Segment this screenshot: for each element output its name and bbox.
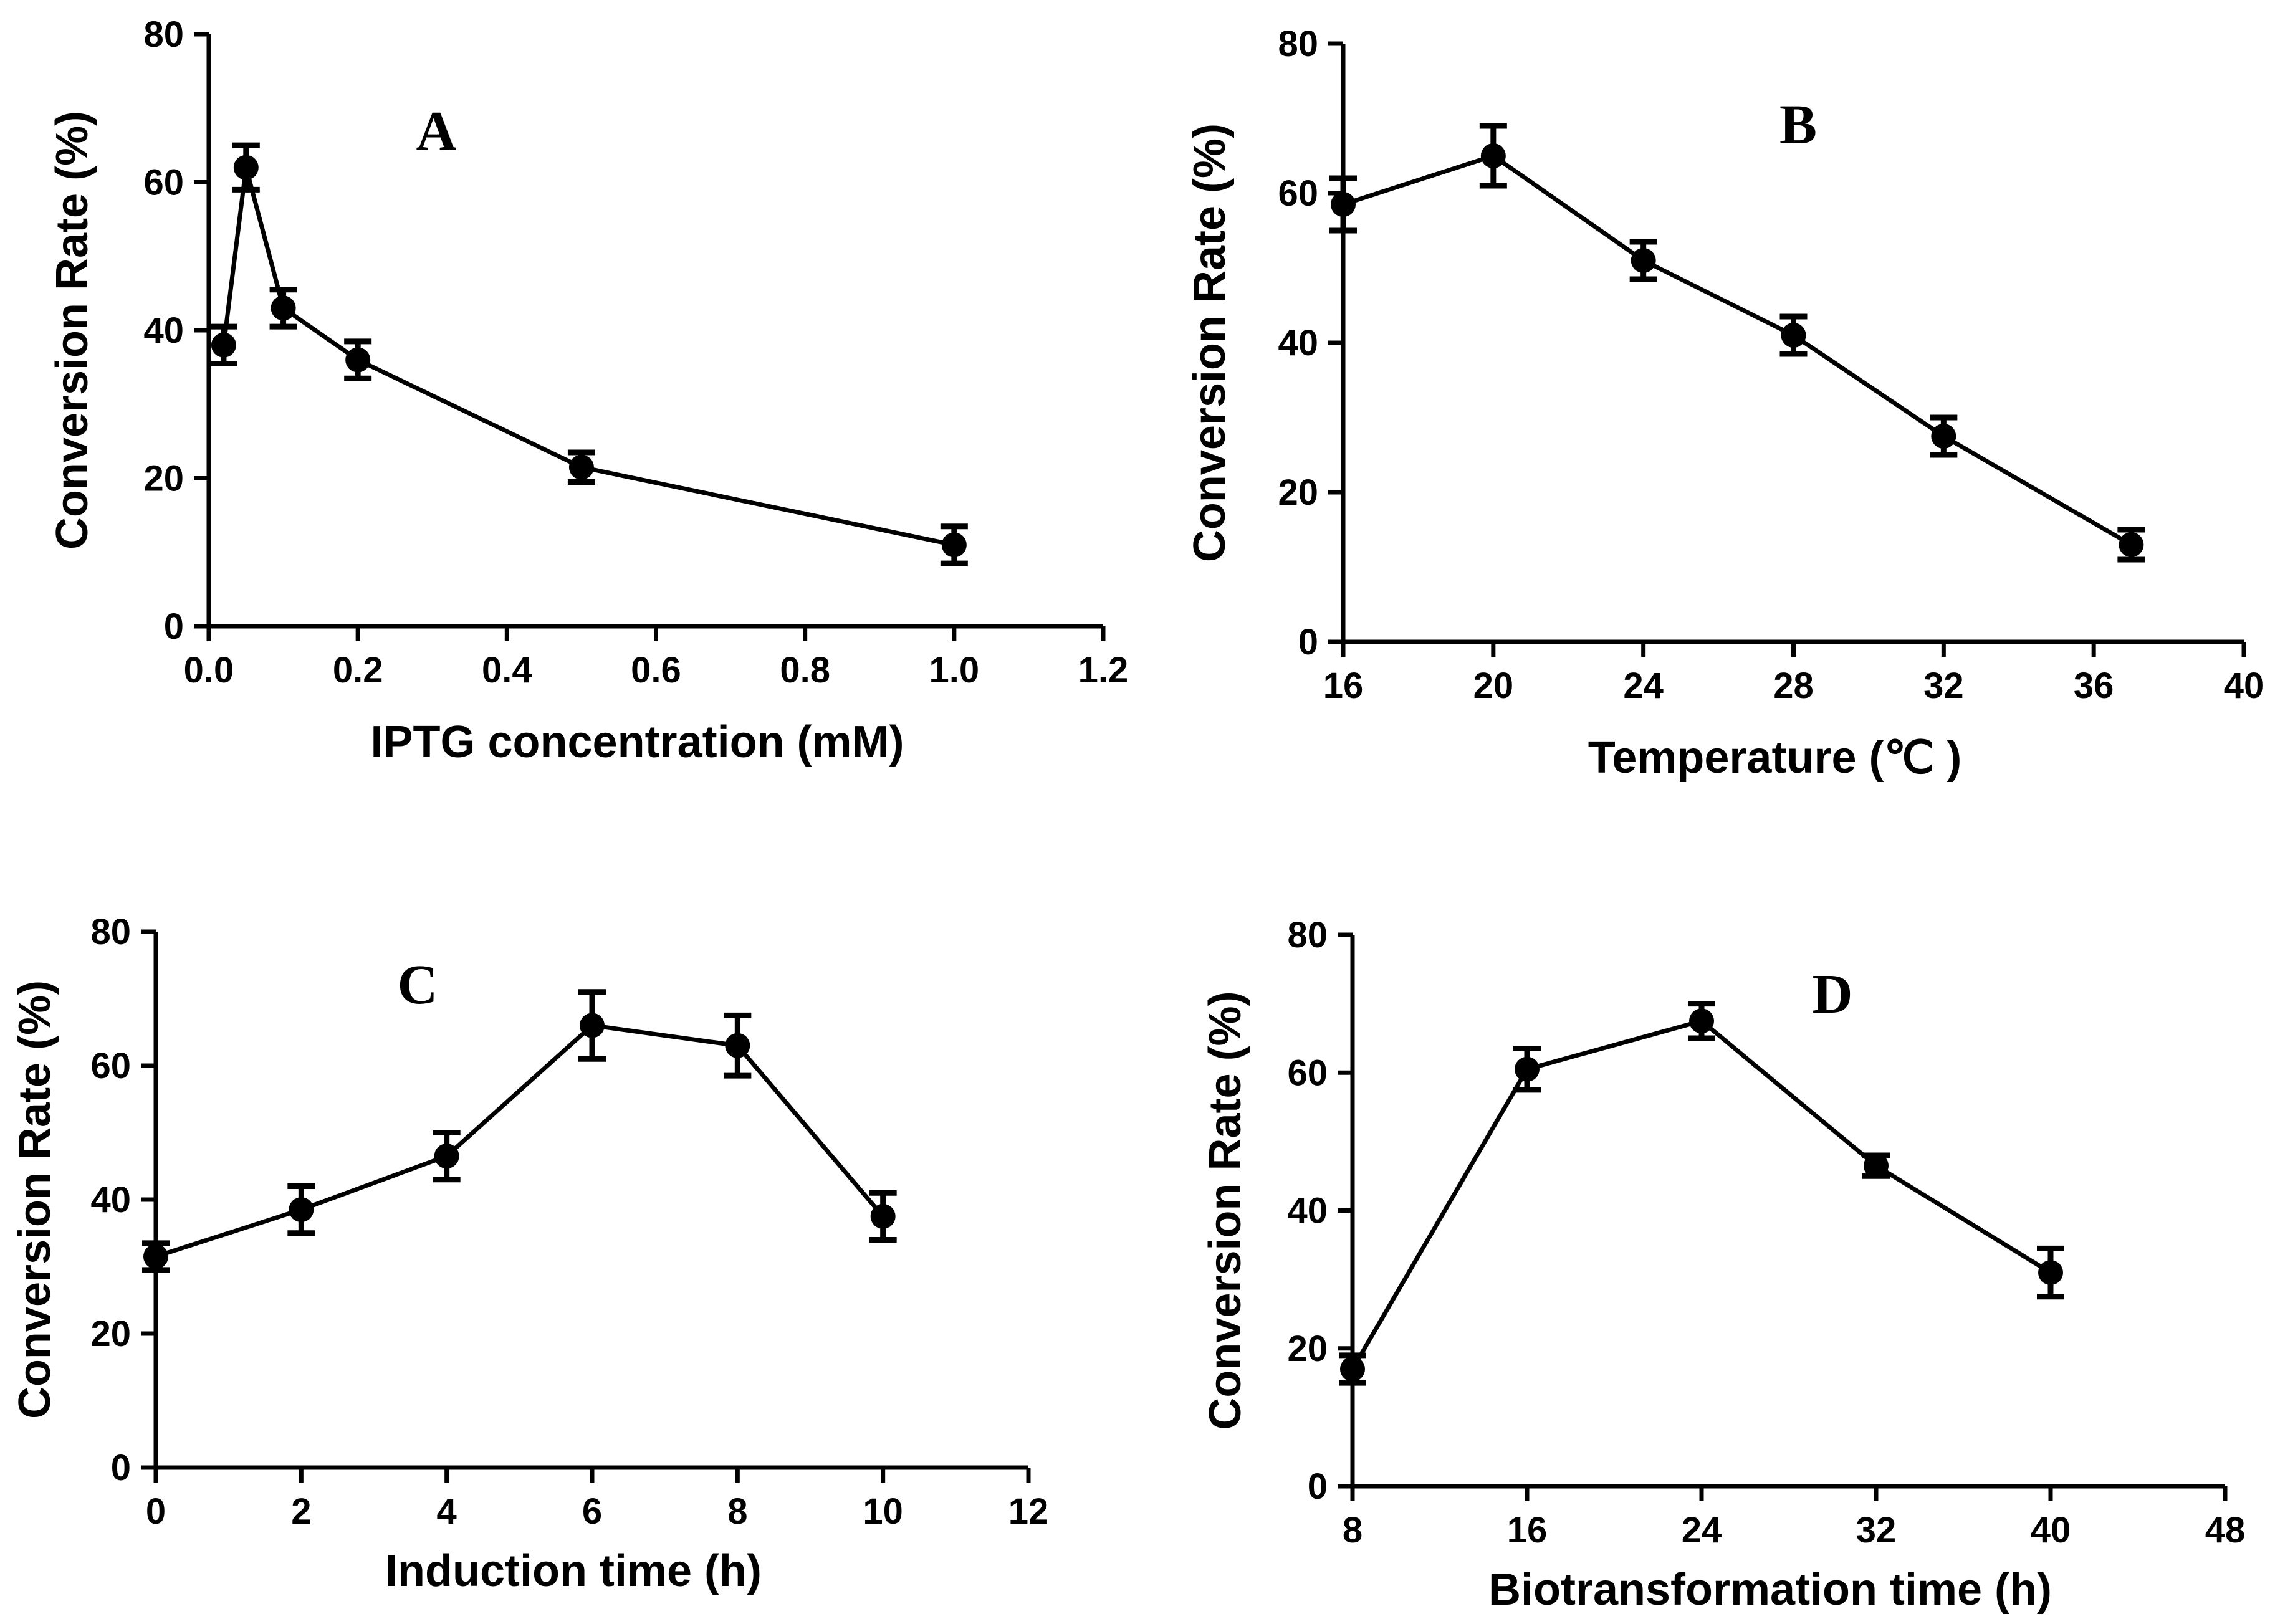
x-tick-label: 8 — [727, 1491, 747, 1532]
data-point — [870, 1203, 896, 1229]
panel-label: D — [1813, 963, 1853, 1025]
x-tick-label: 40 — [2031, 1510, 2071, 1550]
data-point — [143, 1244, 168, 1269]
data-point — [1931, 424, 1957, 449]
data-point — [1864, 1153, 1889, 1178]
x-axis-title: Biotransformation time (h) — [1488, 1565, 2052, 1615]
data-point — [1689, 1008, 1714, 1034]
y-tick-label: 40 — [1287, 1191, 1328, 1231]
y-tick-label: 0 — [111, 1448, 131, 1488]
panel-c: 0 2 4 6 8 10 12 0 20 40 60 80 Induction time (h) Conv… — [10, 912, 1048, 1596]
series-line — [155, 1023, 885, 1259]
panel-label: B — [1779, 94, 1817, 156]
y-tick-label: 60 — [1278, 173, 1318, 214]
data-point — [2119, 532, 2144, 557]
x-tick-label: 48 — [2205, 1510, 2246, 1550]
x-tick-label: 0.2 — [333, 650, 383, 690]
x-tick-label: 32 — [1923, 666, 1964, 706]
series-line — [1342, 153, 2133, 547]
panel-label: A — [416, 100, 457, 162]
y-tick-label: 20 — [1287, 1329, 1328, 1369]
data-point — [1331, 192, 1356, 217]
y-axis-title: Conversion Rate (%) — [47, 111, 97, 550]
data-point — [1631, 248, 1656, 273]
y-tick-label: 40 — [143, 310, 184, 351]
data-point — [233, 155, 259, 180]
series-line — [1350, 1018, 2052, 1370]
x-axis-title: Temperature (℃ ) — [1588, 733, 1962, 783]
data-point — [568, 454, 594, 480]
data-point — [434, 1144, 459, 1169]
data-point — [1480, 143, 1506, 168]
x-tick-label: 2 — [291, 1491, 311, 1532]
x-tick-label: 32 — [1856, 1510, 1897, 1550]
y-tick-label: 40 — [90, 1180, 131, 1220]
y-tick-label: 20 — [1278, 472, 1318, 513]
x-tick-label: 0 — [146, 1491, 166, 1532]
panel-label: C — [398, 954, 438, 1016]
x-tick-label: 1.2 — [1078, 650, 1129, 690]
y-tick-label: 0 — [1308, 1466, 1328, 1507]
x-tick-label: 40 — [2224, 666, 2264, 706]
x-tick-label: 16 — [1507, 1510, 1548, 1550]
y-tick-label: 80 — [1287, 915, 1328, 955]
y-axis-title: Conversion Rate (%) — [10, 980, 60, 1419]
x-tick-label: 20 — [1473, 666, 1514, 706]
y-tick-label: 80 — [143, 14, 184, 55]
y-tick-label: 60 — [90, 1046, 131, 1086]
y-tick-label: 40 — [1278, 323, 1318, 363]
y-tick-label: 0 — [164, 606, 184, 647]
x-tick-label: 16 — [1323, 666, 1364, 706]
data-point — [941, 532, 967, 558]
data-point — [289, 1197, 314, 1223]
data-point — [271, 295, 296, 321]
x-tick-label: 1.0 — [929, 650, 980, 690]
x-tick-label: 24 — [1682, 1510, 1722, 1550]
x-tick-label: 36 — [2074, 666, 2114, 706]
data-point — [211, 332, 236, 358]
y-tick-label: 60 — [143, 163, 184, 203]
x-tick-label: 10 — [863, 1491, 903, 1532]
panel-b: 16 20 24 28 32 36 40 0 20 40 60 80 Temperature (℃ ) C… — [1185, 24, 2264, 783]
x-tick-label: 28 — [1773, 666, 1814, 706]
x-axis-title: Induction time (h) — [385, 1546, 762, 1596]
x-tick-label: 0.8 — [780, 650, 830, 690]
data-point — [1781, 323, 1806, 348]
y-tick-label: 60 — [1287, 1053, 1328, 1093]
y-tick-label: 0 — [1298, 622, 1318, 662]
data-point — [1340, 1356, 1365, 1382]
data-point — [725, 1033, 750, 1058]
panel-a: 0.0 0.2 0.4 0.6 0.8 1.0 1.2 0 20 40 60 80 IPTG conce… — [47, 14, 1128, 767]
x-tick-label: 24 — [1623, 666, 1664, 706]
x-tick-label: 0.0 — [184, 650, 234, 690]
panel-d: 8 16 24 32 40 48 0 20 40 60 80 Biotransformation ti… — [1200, 915, 2245, 1615]
y-axis-title: Conversion Rate (%) — [1200, 991, 1250, 1430]
x-tick-label: 4 — [437, 1491, 457, 1532]
y-tick-label: 80 — [1278, 24, 1318, 64]
data-point — [345, 347, 371, 373]
x-axis-title: IPTG concentration (mM) — [370, 717, 904, 767]
y-tick-label: 20 — [143, 459, 184, 499]
y-tick-label: 80 — [90, 912, 131, 952]
x-tick-label: 12 — [1008, 1491, 1049, 1532]
data-point — [580, 1013, 605, 1038]
y-tick-label: 20 — [90, 1314, 131, 1354]
series-line — [221, 165, 955, 547]
x-tick-label: 0.6 — [631, 650, 681, 690]
y-axis-title: Conversion Rate (%) — [1185, 123, 1235, 562]
data-point — [2038, 1260, 2063, 1286]
x-tick-label: 6 — [582, 1491, 602, 1532]
x-tick-label: 0.4 — [482, 650, 532, 690]
data-point — [1515, 1056, 1540, 1082]
x-tick-label: 8 — [1343, 1510, 1363, 1550]
